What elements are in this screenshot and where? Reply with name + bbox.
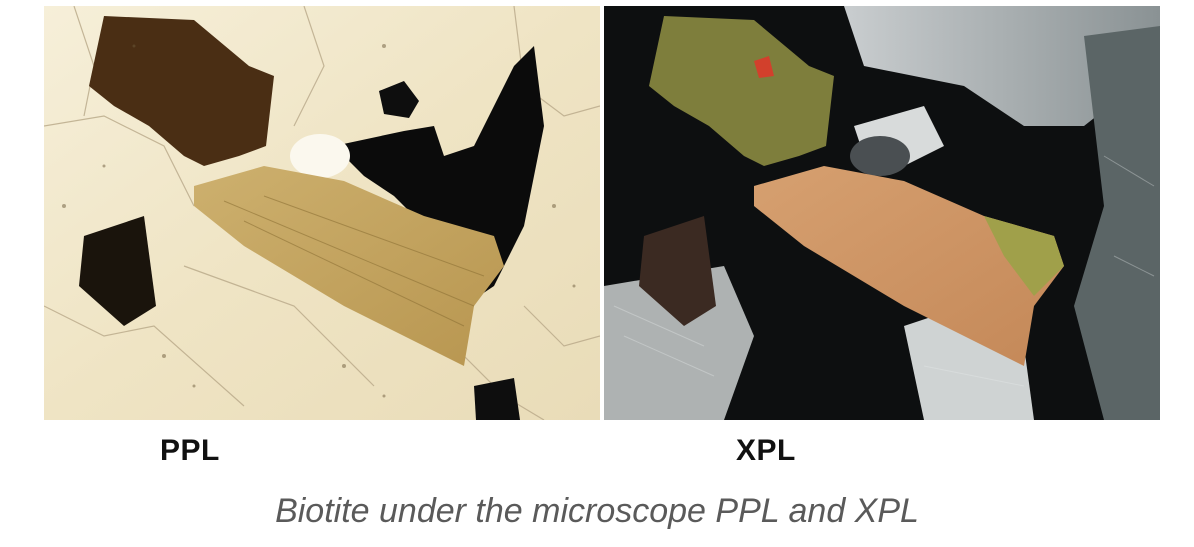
ppl-dark-grain (79, 216, 156, 326)
xpl-micrograph-image (604, 6, 1160, 420)
ppl-opaque-inclusion (379, 81, 419, 118)
xpl-green-biotite (649, 16, 834, 166)
ppl-micrograph (44, 6, 600, 420)
xpl-brown-grain (639, 216, 716, 326)
xpl-label: XPL (736, 434, 796, 467)
figure-caption: Biotite under the microscope PPL and XPL (275, 492, 919, 530)
ppl-label: PPL (160, 434, 220, 467)
ppl-opaque-corner (474, 378, 520, 420)
xpl-micrograph (604, 6, 1160, 420)
ppl-speckles (62, 44, 576, 398)
ppl-dark-biotite (89, 16, 274, 166)
xpl-biotite-lath (754, 166, 1064, 366)
ppl-micrograph-image (44, 6, 600, 420)
xpl-dark-grain (850, 136, 910, 176)
xpl-grey-grain-left (604, 266, 754, 420)
xpl-streaks (613, 155, 1155, 387)
xpl-grey-grain-right (1074, 26, 1160, 420)
ppl-biotite-lath (194, 166, 504, 366)
ppl-clear-grain (290, 134, 350, 178)
xpl-grey-grain-top (844, 6, 1160, 126)
xpl-green-lath-edge (984, 216, 1064, 296)
xpl-red-interference-spot (754, 56, 774, 78)
ppl-cleavage-lines (223, 195, 485, 327)
